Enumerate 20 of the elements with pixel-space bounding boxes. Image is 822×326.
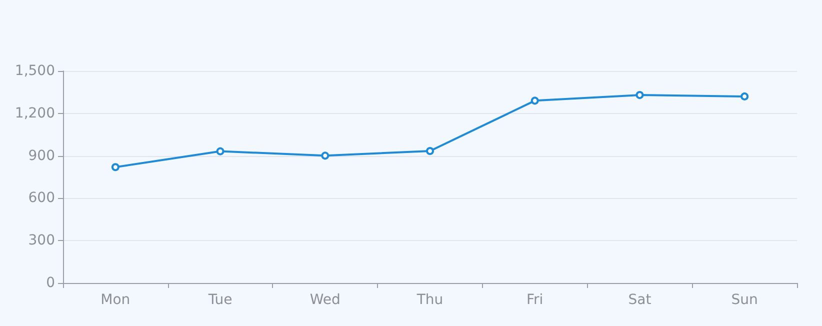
y-tick-label: 900 <box>28 148 55 164</box>
point <box>740 92 749 100</box>
point <box>530 96 539 105</box>
x-tick-label: Tue <box>207 292 232 308</box>
point <box>321 152 330 160</box>
y-tick-label: 1,200 <box>14 105 55 122</box>
x-tick-label: Sat <box>628 292 652 308</box>
point <box>216 147 224 156</box>
y-tick-label: 1,500 <box>14 63 55 79</box>
point <box>426 146 434 155</box>
y-tick-label: 0 <box>46 275 55 291</box>
y-tick-label: 600 <box>28 190 55 206</box>
x-tick-label: Wed <box>310 292 340 308</box>
x-tick-label: Fri <box>526 292 544 308</box>
y-tick-label: 300 <box>28 232 55 249</box>
point <box>111 163 120 172</box>
point <box>636 91 644 100</box>
x-tick-label: Mon <box>100 292 130 308</box>
x-tick-label: Thu <box>416 292 444 308</box>
x-tick-label: Sun <box>731 292 758 308</box>
